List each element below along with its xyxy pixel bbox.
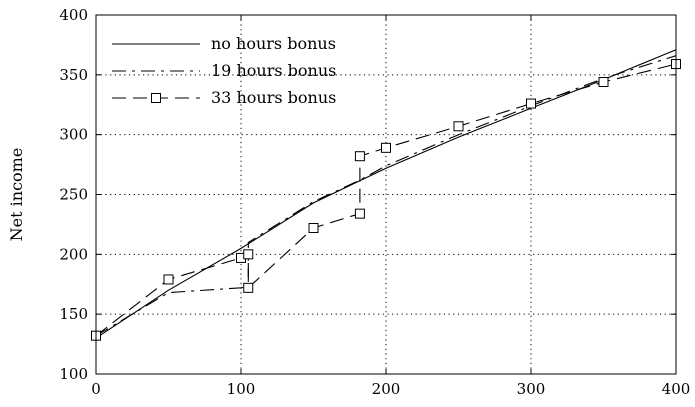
data-point-marker bbox=[526, 98, 536, 109]
legend-label-2: 19 hours bonus bbox=[211, 61, 336, 80]
series-lines bbox=[91, 49, 681, 341]
data-point-marker bbox=[598, 77, 609, 88]
data-point-marker bbox=[163, 274, 174, 285]
x-tick-label: 0 bbox=[91, 380, 101, 398]
x-tick-label: 100 bbox=[227, 380, 256, 398]
y-axis-label: Net income bbox=[7, 148, 26, 242]
data-point-marker bbox=[243, 249, 254, 260]
data-point-marker bbox=[381, 142, 391, 153]
legend: no hours bonus 19 hours bonus 33 hours bon… bbox=[112, 34, 336, 107]
legend-label-3: 33 hours bonus bbox=[211, 88, 336, 107]
legend-label-1: no hours bonus bbox=[211, 34, 336, 53]
y-tick-label: 200 bbox=[59, 245, 88, 263]
data-point-marker bbox=[453, 121, 464, 132]
x-tick-label: 300 bbox=[517, 380, 546, 398]
y-tick-label: 250 bbox=[59, 186, 88, 204]
x-tick-label: 200 bbox=[372, 380, 401, 398]
x-tick-label: 400 bbox=[662, 380, 691, 398]
y-tick-label: 350 bbox=[59, 66, 88, 84]
y-tick-label: 100 bbox=[59, 365, 88, 383]
data-point-marker bbox=[308, 223, 319, 234]
data-point-marker bbox=[354, 208, 365, 219]
y-tick-label: 400 bbox=[59, 6, 88, 24]
y-tick-label: 300 bbox=[59, 126, 88, 144]
grid bbox=[96, 15, 676, 374]
data-point-marker bbox=[354, 151, 365, 162]
y-tick-label: 150 bbox=[59, 305, 88, 323]
series-line-2 bbox=[95, 55, 677, 337]
data-point-marker bbox=[243, 282, 254, 293]
legend-marker bbox=[151, 93, 161, 103]
